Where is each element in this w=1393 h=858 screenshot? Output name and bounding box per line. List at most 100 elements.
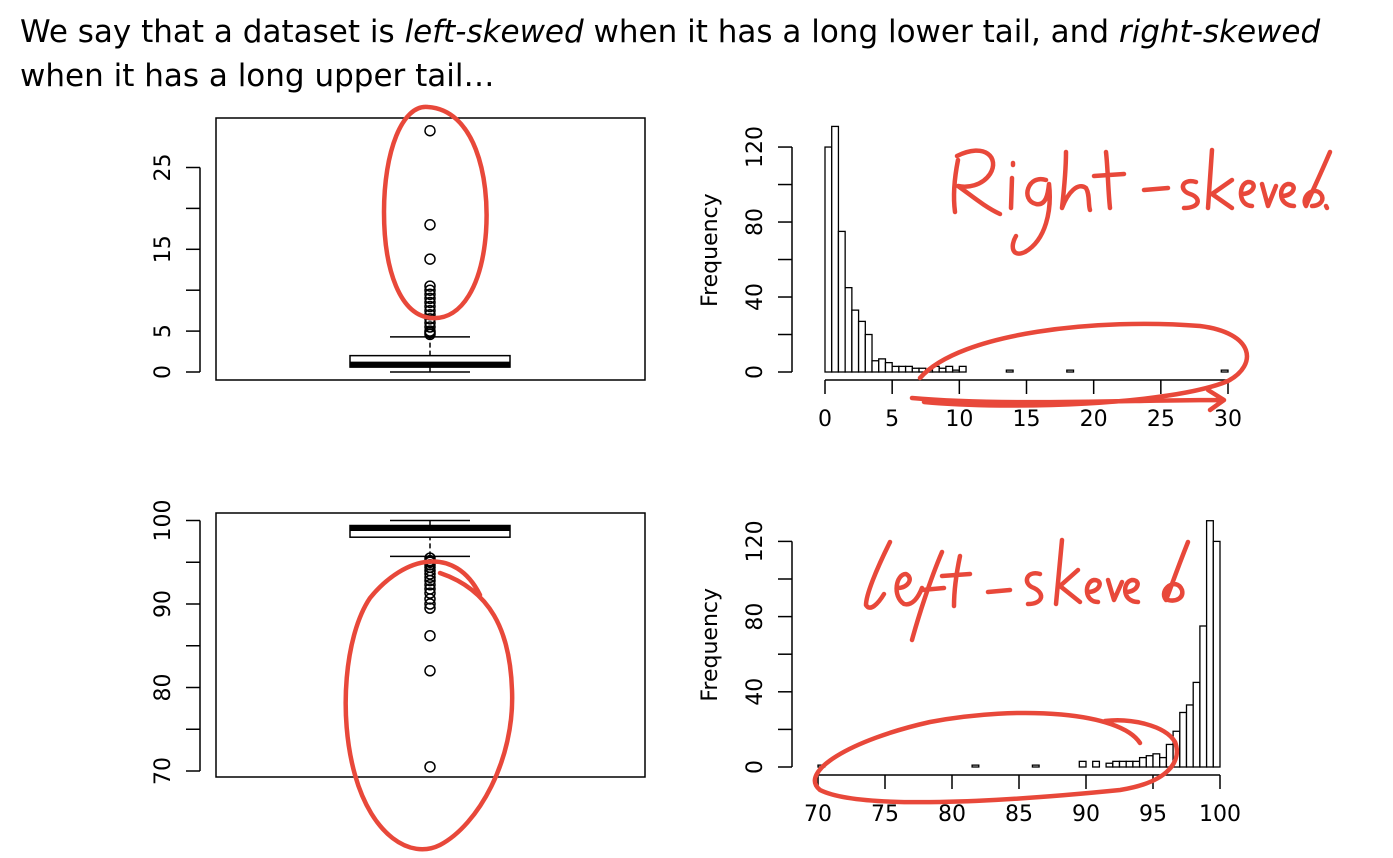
histogram-bar xyxy=(844,286,853,373)
histogram-bar xyxy=(1132,760,1141,768)
x-tick-label: 75 xyxy=(871,802,899,827)
x-tick-label: 80 xyxy=(938,802,966,827)
histogram-bar xyxy=(857,320,866,373)
text-line-1-part-1: We say that a dataset is xyxy=(20,14,405,50)
histogram-bar xyxy=(898,365,907,373)
histogram-bar xyxy=(864,333,873,373)
y-axis-label: Frequency xyxy=(698,588,723,702)
outlier-point xyxy=(424,280,436,292)
histogram-bar xyxy=(1138,756,1147,768)
histogram-bar xyxy=(1159,756,1168,768)
histogram-bar xyxy=(1152,753,1161,768)
x-tick-label: 90 xyxy=(1072,802,1100,827)
annotation-label-left-skewed xyxy=(863,537,1191,643)
y-tick-label: 70 xyxy=(151,757,176,785)
outlier-point xyxy=(424,284,436,296)
outlier-point xyxy=(424,300,436,313)
y-tick-label: 0 xyxy=(743,365,768,379)
y-tick-label: 90 xyxy=(151,590,176,618)
y-tick-label: 80 xyxy=(743,208,768,236)
y-tick-label: 100 xyxy=(151,500,176,542)
annotation-loop-upper-tail xyxy=(917,321,1250,408)
histogram-bar xyxy=(1066,369,1075,373)
outlier-point xyxy=(424,288,436,301)
outlier-point xyxy=(424,574,436,587)
annotation-label-right-skewed xyxy=(951,147,1333,256)
outlier-point xyxy=(424,629,436,642)
y-tick-label: 15 xyxy=(151,235,176,263)
outlier-point xyxy=(424,665,436,677)
histogram-bar xyxy=(1092,760,1101,768)
outlier-point xyxy=(424,292,436,305)
outlier-point xyxy=(424,253,436,265)
outlier-point xyxy=(424,587,436,599)
annotation-circle-lower-outliers xyxy=(343,559,515,852)
term-right-skewed: right-skewed xyxy=(1118,14,1321,50)
outlier-point xyxy=(424,571,436,584)
histogram-bar xyxy=(1125,760,1134,768)
x-tick-label: 10 xyxy=(945,407,973,432)
boxplot-bottom: 70 80 90 100 xyxy=(151,500,646,785)
histogram-bar xyxy=(871,360,880,373)
x-tick-label: 0 xyxy=(818,407,832,432)
histogram-bar xyxy=(1005,369,1014,373)
x-tick-label: 5 xyxy=(885,407,899,432)
outlier-point xyxy=(424,219,436,231)
histogram-bar xyxy=(958,365,967,373)
outlier-point xyxy=(424,598,436,610)
y-axis-label: Frequency xyxy=(698,193,723,307)
outlier-point xyxy=(424,328,436,341)
histogram-bar xyxy=(971,764,980,768)
histogram-top: 0 5 10 15 20 25 30 0 40 80 120 Frequency xyxy=(698,125,1242,432)
x-tick-label: 20 xyxy=(1080,407,1108,432)
histogram-bar xyxy=(951,369,960,373)
text-line-2: when it has a long upper tail… xyxy=(20,58,495,94)
y-tick-label: 40 xyxy=(743,283,768,311)
y-tick-label: 0 xyxy=(743,760,768,774)
plot-frame xyxy=(215,117,646,381)
x-tick-label: 25 xyxy=(1147,407,1175,432)
histogram-bar xyxy=(837,230,846,373)
y-tick-label: 0 xyxy=(151,365,176,379)
histogram-bar xyxy=(1078,760,1087,768)
histogram-bar xyxy=(1031,764,1040,768)
outlier-point xyxy=(424,321,436,333)
histogram-bar xyxy=(884,361,893,373)
x-tick-label: 100 xyxy=(1199,802,1241,827)
histogram-bar xyxy=(1220,369,1229,373)
histogram-bar xyxy=(938,367,947,373)
histogram-bar xyxy=(904,365,913,373)
histogram-bar xyxy=(891,365,900,373)
outlier-point xyxy=(424,568,436,580)
outlier-point xyxy=(424,593,436,605)
histogram-bar xyxy=(1212,540,1221,768)
annotation-loop-lower-tail xyxy=(812,710,1180,805)
x-tick-label: 70 xyxy=(804,802,832,827)
histogram-bar xyxy=(1185,704,1194,768)
x-tick-label: 30 xyxy=(1214,407,1242,432)
text-line-1: We say that a dataset is left-skewed whe… xyxy=(20,10,1390,54)
histogram-bottom: 70 75 80 85 90 95 100 0 40 80 120 Frequency xyxy=(698,520,1241,827)
handwritten-annotations xyxy=(343,104,1333,852)
y-tick-label: 5 xyxy=(151,324,176,338)
y-tick-label: 80 xyxy=(151,674,176,702)
annotation-circle-upper-outliers xyxy=(381,104,489,321)
x-tick-label: 95 xyxy=(1139,802,1167,827)
plot-frame xyxy=(215,512,646,778)
outlier-point xyxy=(424,579,436,591)
outlier-point xyxy=(424,602,436,614)
outlier-point xyxy=(424,761,436,773)
slide-text: We say that a dataset is left-skewed whe… xyxy=(20,10,1390,98)
y-tick-label: 80 xyxy=(743,603,768,631)
histogram-bar xyxy=(911,367,920,373)
histogram-bar xyxy=(1192,681,1201,768)
y-tick-label: 25 xyxy=(151,154,176,182)
histogram-bar xyxy=(1205,520,1214,768)
histogram-bar xyxy=(824,146,833,373)
annotation-arrow-upper-tail xyxy=(909,387,1227,413)
outlier-point xyxy=(424,296,436,309)
y-tick-label: 120 xyxy=(743,520,768,562)
histogram-bar xyxy=(1145,755,1154,768)
histogram-bar xyxy=(831,125,840,373)
